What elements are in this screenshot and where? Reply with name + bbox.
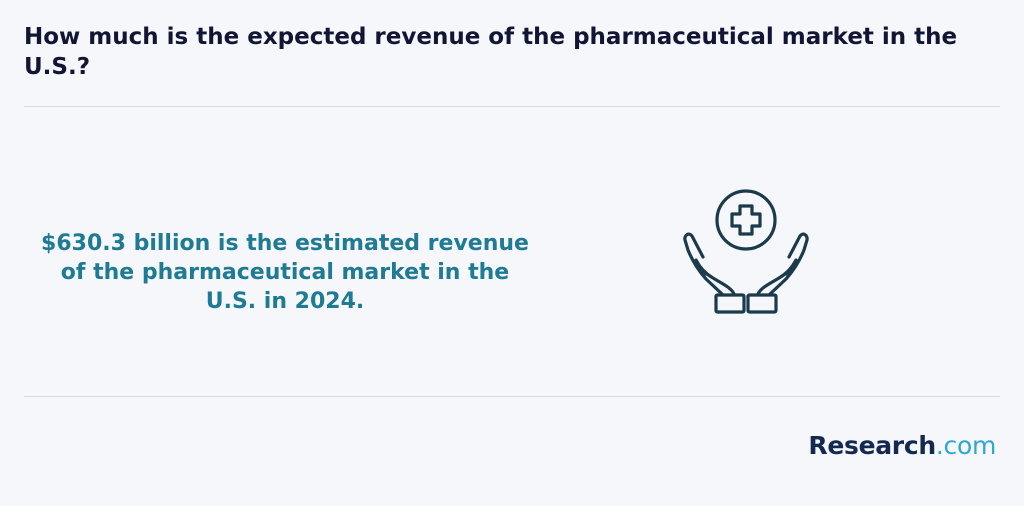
- right-hand-finger: [784, 264, 796, 276]
- right-cuff: [746, 293, 778, 314]
- hands-holding-medical-cross-icon: [683, 189, 809, 314]
- left-hand-outline: [683, 232, 724, 296]
- top-divider: [24, 106, 1000, 107]
- left-cuff: [714, 293, 746, 314]
- right-hand-outline: [768, 232, 809, 296]
- brand-tld: .com: [935, 431, 996, 460]
- medical-circle: [715, 189, 777, 251]
- answer-statement: $630.3 billion is the estimated revenue …: [41, 231, 529, 314]
- bottom-divider: [24, 396, 1000, 397]
- medical-cross: [730, 204, 762, 236]
- brand-logo: Research.com: [808, 430, 996, 462]
- question-heading: How much is the expected revenue of the …: [24, 24, 958, 80]
- brand-name: Research: [808, 431, 936, 460]
- left-hand-finger: [696, 264, 708, 276]
